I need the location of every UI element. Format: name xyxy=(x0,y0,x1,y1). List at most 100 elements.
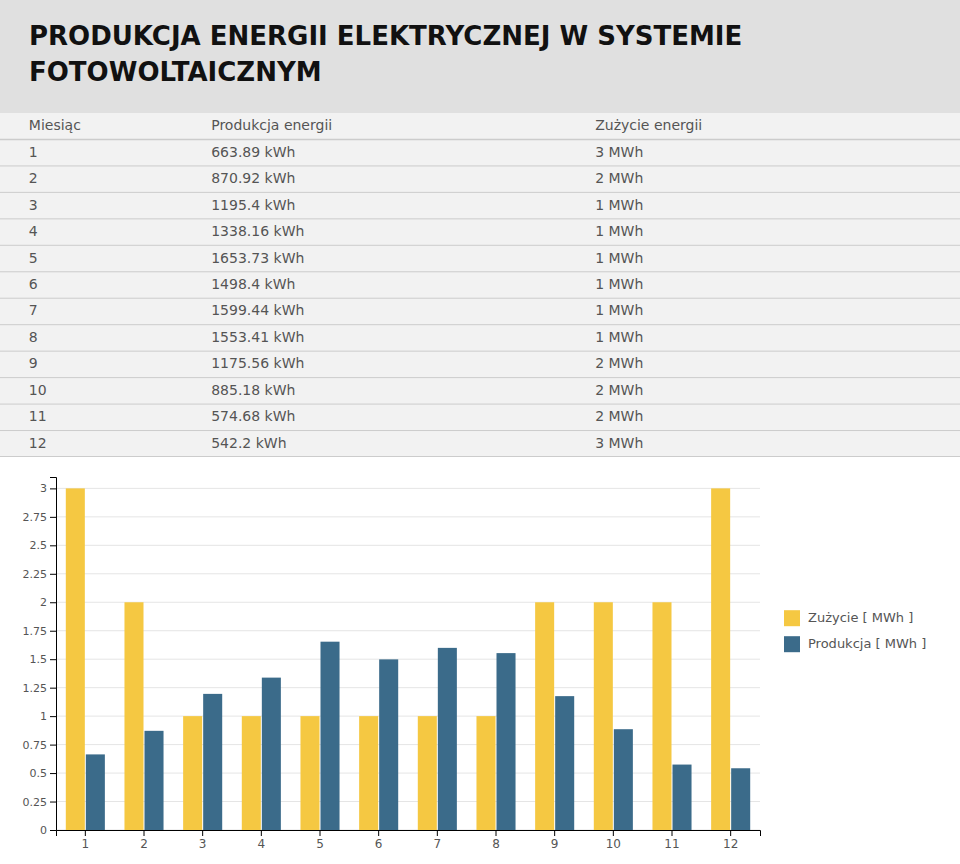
tick-mark xyxy=(50,745,56,746)
table-cell: 6 xyxy=(29,276,38,292)
tick-label: 2 xyxy=(40,596,47,609)
bar xyxy=(86,754,105,830)
tick-mark xyxy=(144,830,145,836)
table-cell: 5 xyxy=(29,250,38,266)
bar xyxy=(594,602,613,830)
tick-label: 5 xyxy=(316,837,324,851)
grid xyxy=(56,488,760,830)
table-cell: 1498.4 kWh xyxy=(211,276,295,292)
tick-label: 2.75 xyxy=(23,511,48,524)
tick-mark xyxy=(50,802,56,803)
tick-label: 1.25 xyxy=(23,682,48,695)
bar xyxy=(66,488,85,830)
tick-mark xyxy=(85,830,86,836)
axis-line xyxy=(57,831,761,837)
tick: 1 xyxy=(40,710,56,723)
table-cell: 870.92 kWh xyxy=(211,170,295,186)
bar xyxy=(731,768,750,830)
table-cell: 2 MWh xyxy=(595,382,643,398)
grid-line xyxy=(56,516,760,517)
title-area: PRODUKCJA ENERGII ELEKTRYCZNEJ W SYSTEMI… xyxy=(0,0,960,113)
table-cell: 542.2 kWh xyxy=(211,435,286,451)
legend-item: Zużycie [ MWh ] xyxy=(784,610,913,627)
tick: 1.75 xyxy=(23,625,57,638)
tick: 2 xyxy=(40,596,56,609)
tick: 11 xyxy=(664,830,679,851)
table-rule xyxy=(0,430,960,431)
tick-label: 0.75 xyxy=(23,739,48,752)
bar xyxy=(673,765,692,830)
table-cell: 1 MWh xyxy=(595,302,643,318)
tick-label: 2.25 xyxy=(23,568,48,581)
tick: 3 xyxy=(199,830,207,851)
tick: 0.75 xyxy=(23,739,57,752)
table-rule xyxy=(0,139,960,141)
table-cell: 1338.16 kWh xyxy=(211,223,304,239)
legend-swatch xyxy=(784,610,800,626)
x-axis: 123456789101112 xyxy=(57,830,761,851)
tick-label: 3 xyxy=(40,482,47,495)
bar xyxy=(242,716,261,830)
tick: 4 xyxy=(258,830,266,851)
tick-mark xyxy=(50,659,56,660)
bar xyxy=(145,731,164,830)
tick: 2 xyxy=(140,830,148,851)
table-rule xyxy=(0,298,960,299)
tick: 0 xyxy=(40,824,56,837)
tick-label: 4 xyxy=(258,837,266,851)
tick-label: 0.5 xyxy=(30,767,48,780)
bar xyxy=(652,602,671,830)
tick-mark xyxy=(50,517,56,518)
table-rule xyxy=(0,351,960,352)
table-cell: 3 xyxy=(29,197,38,213)
table-rule xyxy=(0,271,960,272)
bar xyxy=(262,678,281,830)
tick: 2.75 xyxy=(23,511,57,524)
bar xyxy=(418,716,437,830)
tick-label: 1 xyxy=(40,710,47,723)
bar xyxy=(124,602,143,830)
tick: 0.5 xyxy=(30,767,57,780)
tick-mark xyxy=(261,830,262,836)
tick-mark xyxy=(672,830,673,836)
bar xyxy=(476,716,495,830)
tick: 3 xyxy=(40,482,56,495)
tick-label: 9 xyxy=(551,837,559,851)
tick-label: 1.5 xyxy=(30,653,48,666)
tick-label: 2 xyxy=(140,837,148,851)
table-area: MiesiącProdukcja energiiZużycie energii1… xyxy=(0,113,960,457)
bar-series xyxy=(86,642,750,830)
table-cell: 1653.73 kWh xyxy=(211,250,304,266)
tick-label: 10 xyxy=(606,837,621,851)
bar xyxy=(497,653,516,830)
bar xyxy=(555,696,574,830)
grid-line xyxy=(56,488,760,489)
bar xyxy=(614,729,633,830)
tick-label: 11 xyxy=(664,837,679,851)
tick-mark xyxy=(378,830,379,836)
bar xyxy=(321,642,340,830)
table-cell: 1 xyxy=(29,144,38,160)
table-cell: 2 MWh xyxy=(595,170,643,186)
table-header: Zużycie energii xyxy=(595,117,702,133)
table: MiesiącProdukcja energiiZużycie energii1… xyxy=(0,113,960,457)
table-rule xyxy=(0,165,960,166)
tick-mark xyxy=(50,830,56,831)
table-header: Miesiąc xyxy=(29,117,81,133)
tick: 1.5 xyxy=(30,653,57,666)
tick-mark xyxy=(320,830,321,836)
axis-line xyxy=(50,478,57,831)
table-rule xyxy=(0,377,960,378)
table-cell: 4 xyxy=(29,223,38,239)
chart-area: 12345678910111200.250.50.7511.251.51.752… xyxy=(0,457,960,864)
tick-mark xyxy=(50,545,56,546)
table-cell: 10 xyxy=(29,382,47,398)
plot: 12345678910111200.250.50.7511.251.51.752… xyxy=(23,478,761,851)
bar xyxy=(379,659,398,830)
table-rule xyxy=(0,218,960,219)
bar xyxy=(183,716,202,830)
tick: 5 xyxy=(316,830,324,851)
tick-mark xyxy=(50,488,56,489)
tick: 10 xyxy=(606,830,621,851)
tick-mark xyxy=(730,830,731,836)
